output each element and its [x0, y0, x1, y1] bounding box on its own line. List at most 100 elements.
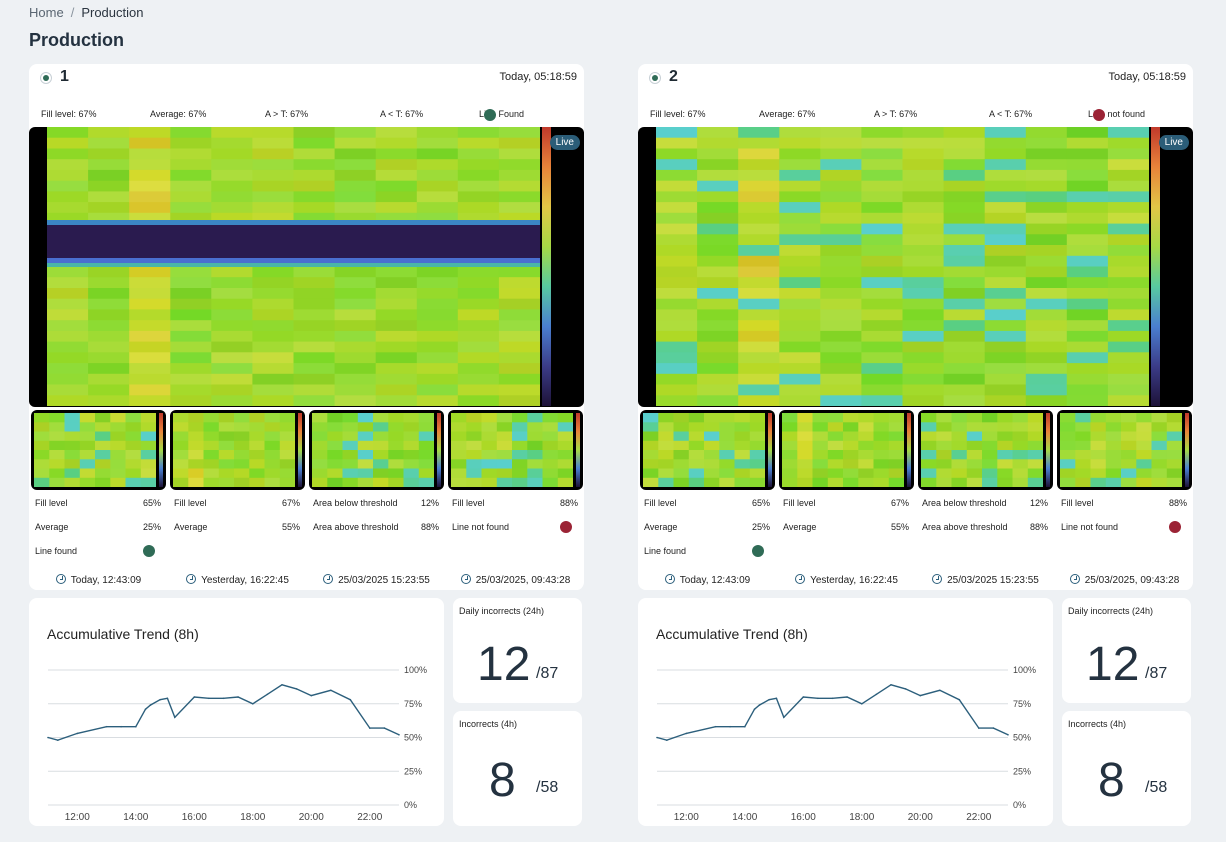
trend-title: Accumulative Trend (8h) — [47, 626, 199, 642]
x-tick-label: 18:00 — [240, 812, 265, 823]
trend-point — [753, 708, 756, 710]
snapshot-time: Yesterday, 16:22:45 — [810, 575, 898, 586]
snapshot-row: Fill level 88% — [452, 498, 578, 512]
line-status-dot-icon — [752, 545, 764, 557]
trend-chart: 100% 75% 50% 25% 0% 12:00 14:00 16:00 18:00 20:00… — [47, 665, 427, 823]
snapshot-row-value: 88% — [1029, 522, 1048, 532]
snapshot-colorbar — [298, 413, 302, 487]
stats-bar: Fill level: 67% Average: 67% A > T: 67% A <… — [650, 109, 1170, 123]
snapshot-time: 25/03/2025 15:23:55 — [338, 575, 430, 586]
trend-point — [281, 684, 283, 686]
snapshot-card: Fill level 88% Line not found 25/03/2025, 0… — [448, 490, 583, 590]
line-status-label: Line not found — [1088, 109, 1146, 119]
line-status-label: Line Found — [479, 109, 525, 119]
panel-title: 2 — [669, 68, 678, 85]
snapshot-row-value: 25% — [142, 522, 161, 532]
snapshot-thumbnail[interactable] — [640, 410, 775, 490]
kpi-incorrects-4h: Incorrects (4h) 8/58 — [453, 711, 582, 826]
snapshot-row-label: Average — [35, 522, 69, 532]
snapshot-row-label: Fill level — [35, 498, 68, 508]
kpi-label: Incorrects (4h) — [459, 719, 518, 729]
y-tick-label: 75% — [1013, 699, 1031, 709]
snapshot-row: Average 25% — [644, 522, 770, 536]
snapshot-heatmap — [451, 413, 573, 487]
snapshot-row: Line found — [644, 545, 770, 560]
snapshot-colorbar — [437, 413, 441, 487]
trend-point — [817, 697, 819, 700]
trend-point — [57, 739, 59, 741]
snapshot-row: Average 25% — [35, 522, 161, 536]
live-heatmap[interactable]: Live — [638, 127, 1193, 407]
snapshot-thumbnail[interactable] — [918, 410, 1053, 490]
trend-chart: 100% 75% 50% 25% 0% 12:00 14:00 16:00 18:00 20:00… — [656, 665, 1036, 823]
trend-point — [846, 696, 848, 698]
live-heatmap[interactable]: Live — [29, 127, 584, 407]
snapshot-row-label: Fill level — [1061, 498, 1094, 508]
snapshot-row-label: Fill level — [174, 498, 207, 508]
x-tick-label: 22:00 — [357, 812, 382, 823]
trend-point — [729, 725, 731, 728]
breadcrumb-separator: / — [70, 5, 75, 20]
breadcrumb-home[interactable]: Home — [29, 5, 64, 20]
live-badge[interactable]: Live — [549, 135, 580, 150]
trend-point — [76, 732, 79, 735]
line-status-dot-icon — [1093, 109, 1105, 121]
snapshot-colorbar — [159, 413, 163, 487]
kpi-total: /58 — [536, 779, 559, 796]
snapshot-row-value: 55% — [890, 522, 909, 532]
snapshot-time: Today, 12:43:09 — [70, 575, 142, 586]
trend-point — [744, 725, 746, 728]
kpi-value: 8 — [489, 754, 516, 807]
panel-header: 1 Today, 05:18:59 — [29, 64, 584, 94]
x-tick-label: 22:00 — [966, 812, 991, 823]
snapshot-thumbnail[interactable] — [31, 410, 166, 490]
trend-point — [904, 688, 907, 690]
snapshot-timestamp: Today, 12:43:09 — [640, 574, 775, 586]
y-tick-label: 100% — [1013, 665, 1036, 675]
snapshot-time: Today, 12:43:09 — [679, 575, 751, 586]
stat-fill: Fill level: 67% — [41, 109, 97, 119]
trend-point — [174, 716, 176, 719]
snapshot-thumbnail[interactable] — [170, 410, 305, 490]
y-tick-label: 0% — [404, 800, 417, 810]
kpi-label: Daily incorrects (24h) — [1068, 606, 1154, 616]
trend-point — [135, 725, 137, 728]
trend-point — [992, 727, 995, 729]
snapshot-colorbar — [1185, 413, 1189, 487]
snapshot-thumbnail[interactable] — [309, 410, 444, 490]
snapshot-row-label: Area below threshold — [922, 498, 1007, 508]
snapshot-time: 25/03/2025, 09:43:28 — [1084, 575, 1180, 586]
kpi-value: 12 — [1086, 638, 1140, 691]
panel-title: 1 — [60, 68, 69, 85]
x-tick-label: 20:00 — [299, 812, 324, 823]
snapshot-row-label: Area below threshold — [313, 498, 398, 508]
snapshot-time: 25/03/2025 15:23:55 — [947, 575, 1039, 586]
status-indicator-icon — [649, 72, 661, 84]
live-badge[interactable]: Live — [1158, 135, 1189, 150]
snapshot-thumbnail[interactable] — [1057, 410, 1192, 490]
trend-point — [193, 696, 196, 698]
y-tick-label: 50% — [1013, 733, 1031, 743]
snapshot-timestamp: 25/03/2025, 09:43:28 — [448, 574, 583, 586]
y-tick-label: 50% — [404, 733, 422, 743]
snapshot-thumbnail[interactable] — [448, 410, 583, 490]
trend-point — [768, 698, 770, 701]
kpi-value: 12 — [477, 638, 531, 691]
trend-point — [47, 736, 49, 739]
snapshot-row: Fill level 67% — [783, 498, 909, 512]
y-tick-label: 25% — [404, 766, 422, 776]
snapshot-row: Area below threshold 12% — [922, 498, 1048, 512]
snapshot-row: Area above threshold 88% — [922, 522, 1048, 536]
snapshot-row: Line not found — [1061, 521, 1187, 536]
snapshot-thumbnail[interactable] — [779, 410, 914, 490]
trend-point — [349, 698, 352, 701]
panel-header: 2 Today, 05:18:59 — [638, 64, 1193, 94]
snapshot-row-value: 67% — [281, 498, 300, 508]
trend-point — [222, 697, 225, 700]
snapshot-timestamp: Yesterday, 16:22:45 — [170, 574, 305, 586]
snapshot-row: Average 55% — [174, 522, 300, 536]
snapshot-row-value: 88% — [420, 522, 439, 532]
snapshot-row: Area above threshold 88% — [313, 522, 439, 536]
snapshot-row: Fill level 88% — [1061, 498, 1187, 512]
clock-icon — [1069, 574, 1080, 584]
